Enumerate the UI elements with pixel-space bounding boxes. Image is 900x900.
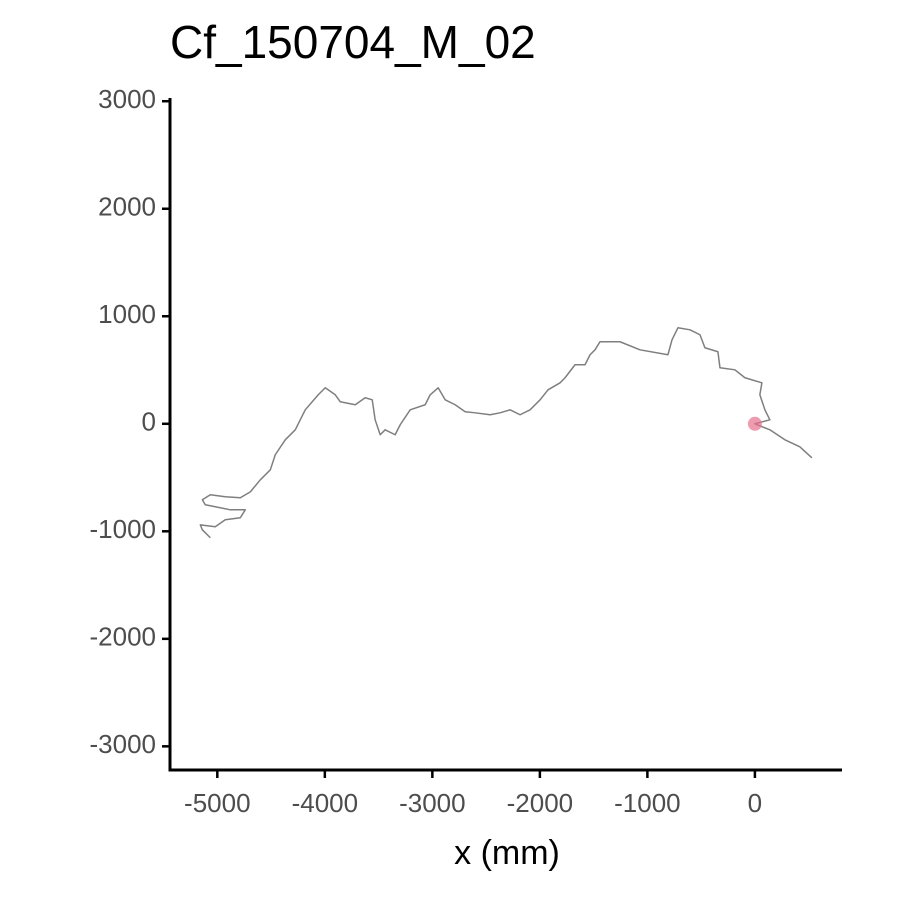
- y-tick-label: -3000: [90, 729, 157, 759]
- x-tick-label: -1000: [614, 788, 681, 818]
- y-tick-label: -1000: [90, 514, 157, 544]
- y-tick-label: 3000: [98, 84, 156, 114]
- x-tick-label: -2000: [507, 788, 574, 818]
- trajectory: [199, 327, 813, 539]
- start-point: [747, 416, 762, 431]
- x-tick-label: 0: [748, 788, 762, 818]
- y-tick-label: 0: [142, 407, 156, 437]
- y-tick-label: 2000: [98, 192, 156, 222]
- x-axis-label: x (mm): [454, 834, 560, 872]
- x-tick-label: -5000: [184, 788, 251, 818]
- x-tick-label: -4000: [292, 788, 359, 818]
- y-tick-label: 1000: [98, 299, 156, 329]
- y-tick-label: -2000: [90, 622, 157, 652]
- x-tick-label: -3000: [399, 788, 466, 818]
- chart-title: Cf_150704_M_02: [170, 16, 536, 68]
